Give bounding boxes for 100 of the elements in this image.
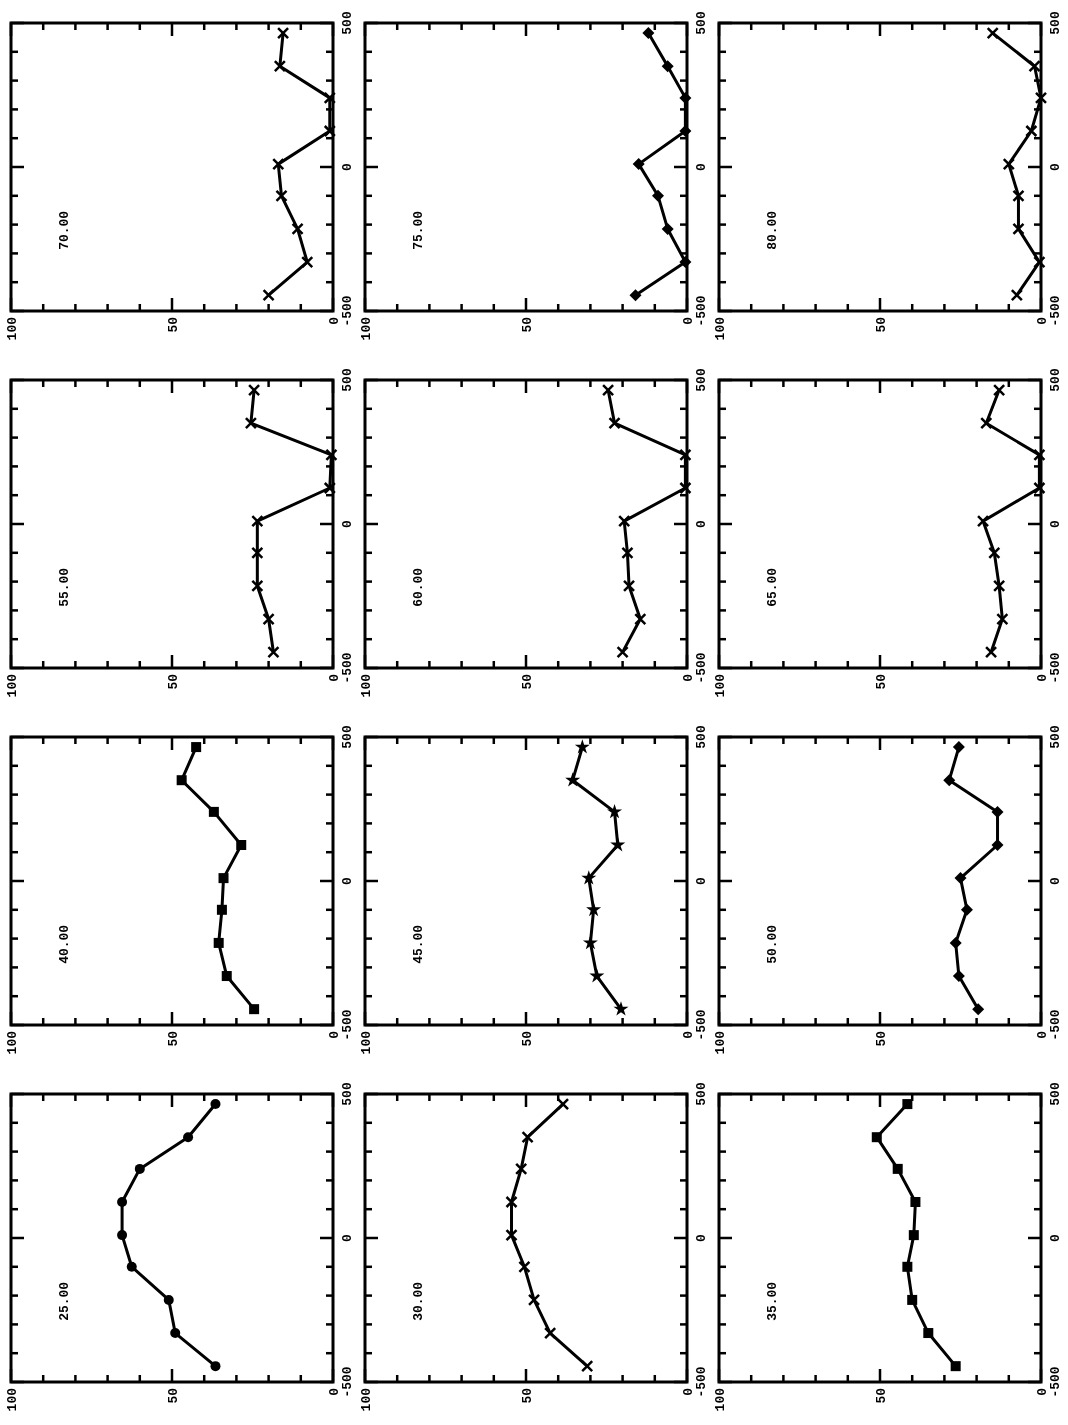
y-tick-label: -500 [340, 295, 355, 327]
y-tick-label: -500 [694, 1009, 709, 1041]
point [323, 481, 337, 495]
point [634, 612, 647, 626]
point [163, 1294, 174, 1305]
x-tick-label: 0 [1035, 316, 1050, 325]
point [589, 968, 605, 983]
point [902, 1099, 913, 1110]
x-tick-label: 0 [1035, 1030, 1050, 1039]
y-tick-label: 0 [1048, 1233, 1063, 1242]
point [291, 222, 304, 236]
point [210, 1361, 221, 1372]
y-tick-label: -500 [694, 1366, 709, 1398]
y-tick-label: 500 [1048, 725, 1063, 749]
y-tick-label: 500 [1048, 368, 1063, 392]
point [1012, 222, 1025, 236]
point [972, 1003, 985, 1016]
x-tick-label: 50 [520, 673, 535, 690]
x-tick-label: 50 [520, 1030, 535, 1047]
x-tick-label: 100 [5, 1387, 20, 1412]
y-tick-label: 500 [340, 1082, 355, 1106]
x-tick-label: 0 [681, 1030, 696, 1039]
text: 30.00 [411, 1281, 426, 1321]
point [679, 125, 692, 137]
point [262, 288, 275, 302]
x-tick-label: 50 [166, 673, 181, 690]
x-tick-label: 100 [5, 673, 20, 698]
y-tick-label: 500 [340, 11, 355, 35]
x-tick-label: 100 [359, 673, 374, 698]
point [910, 1197, 921, 1207]
x-tick-label: 100 [359, 316, 374, 341]
point [272, 157, 285, 171]
y-tick-label: 0 [340, 876, 355, 885]
point [323, 91, 337, 105]
point [276, 26, 290, 40]
text: 65.00 [765, 567, 780, 607]
y-tick-label: 500 [1048, 11, 1063, 35]
point [300, 255, 314, 269]
x-tick-label: 0 [327, 1387, 342, 1396]
point [221, 971, 232, 982]
y-tick-label: -500 [340, 652, 355, 684]
x-tick-label: 50 [874, 1030, 889, 1047]
y-tick-label: 500 [694, 11, 709, 35]
text: 50.00 [765, 924, 780, 964]
point [249, 1004, 260, 1015]
point [613, 1001, 629, 1016]
point [580, 1359, 594, 1373]
point [871, 1132, 882, 1143]
point [902, 1261, 913, 1272]
point [527, 1293, 541, 1307]
text: 35.00 [765, 1281, 780, 1321]
point [892, 1163, 903, 1174]
point [952, 741, 965, 754]
x-tick-label: 0 [1035, 673, 1050, 682]
x-tick-label: 100 [713, 673, 728, 698]
x-tick-label: 0 [681, 316, 696, 325]
point [275, 189, 288, 203]
y-tick-label: 500 [1048, 1082, 1063, 1106]
point [986, 26, 999, 40]
point [1028, 59, 1041, 73]
x-tick-label: 100 [359, 1030, 374, 1055]
y-tick-label: -500 [694, 652, 709, 684]
point [565, 772, 581, 787]
point [170, 1328, 181, 1339]
point [236, 840, 247, 850]
point [244, 416, 258, 430]
y-tick-label: -500 [340, 1009, 355, 1041]
x-tick-label: 50 [166, 1387, 181, 1404]
y-tick-label: 500 [340, 725, 355, 749]
point [1033, 481, 1046, 495]
point [210, 1099, 221, 1110]
point [621, 546, 634, 560]
point [1002, 157, 1016, 171]
point [996, 612, 1009, 626]
point [991, 839, 1004, 851]
x-tick-label: 0 [327, 1030, 342, 1039]
point [251, 579, 264, 593]
y-tick-label: 0 [340, 1233, 355, 1242]
point [949, 936, 962, 949]
point [176, 775, 187, 786]
point [608, 416, 621, 430]
point [117, 1197, 128, 1207]
text: 80.00 [765, 210, 780, 250]
point [505, 1228, 518, 1242]
point [679, 256, 692, 269]
point [251, 514, 264, 528]
x-tick-label: 50 [520, 1387, 535, 1404]
point [267, 645, 280, 659]
point [325, 448, 338, 462]
point [988, 546, 1001, 560]
point [661, 60, 674, 73]
text: 45.00 [411, 924, 426, 964]
y-tick-label: 0 [694, 519, 709, 528]
point [642, 27, 655, 40]
y-tick-label: 500 [340, 368, 355, 392]
point [960, 903, 973, 916]
point [943, 774, 956, 787]
x-tick-label: 50 [874, 1387, 889, 1404]
point [514, 1162, 528, 1176]
point [213, 937, 224, 948]
